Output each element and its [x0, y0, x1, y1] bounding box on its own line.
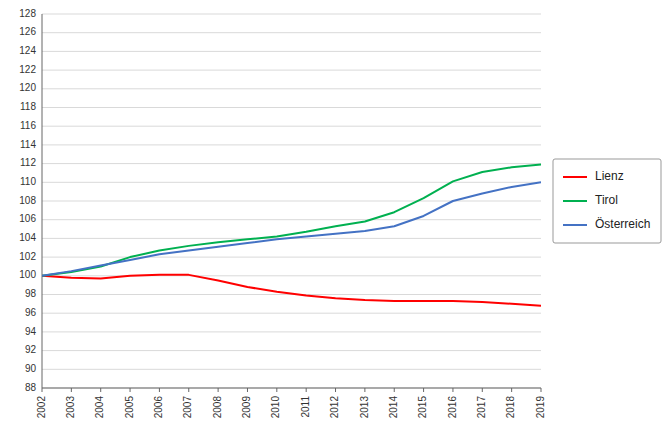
x-tick [511, 388, 512, 392]
x-tick-label: 2002 [36, 396, 47, 419]
x-tick [364, 388, 365, 392]
x-tick-label: 2005 [124, 396, 135, 419]
y-tick-label: 122 [19, 64, 36, 75]
x-tick [335, 388, 336, 392]
x-tick [42, 388, 43, 392]
x-tick [188, 388, 189, 392]
legend-swatch [563, 176, 587, 178]
x-tick-label: 2003 [65, 396, 76, 419]
x-tick-label: 2015 [417, 396, 428, 419]
x-tick [71, 388, 72, 392]
x-tick-label: 2007 [182, 396, 193, 419]
y-tick-label: 94 [25, 326, 37, 337]
x-tick-label: 2008 [212, 396, 223, 419]
grid-line [42, 70, 541, 71]
y-tick-label: 104 [19, 232, 36, 243]
grid-line [42, 313, 541, 314]
grid-line [42, 14, 541, 15]
y-tick-label: 108 [19, 195, 36, 206]
x-tick [276, 388, 277, 392]
grid-line [42, 88, 541, 89]
y-tick-label: 112 [20, 157, 36, 168]
grid-line [42, 388, 541, 389]
x-tick [247, 388, 248, 392]
x-tick [100, 388, 101, 392]
x-tick-label: 2010 [270, 396, 281, 419]
x-tick-label: 2004 [94, 396, 105, 419]
y-tick-label: 118 [20, 101, 36, 112]
series-line [42, 275, 541, 306]
y-tick-label: 96 [25, 307, 37, 318]
x-tick-label: 2018 [505, 396, 516, 419]
chart-container: 88 90 92 94 96 98 100 102 104 106 108 110 112 114 116 1… [0, 0, 669, 432]
y-tick-label: 124 [19, 45, 36, 56]
x-tick-label: 2016 [447, 396, 458, 419]
x-tick-label: 2019 [535, 396, 546, 419]
y-axis: 88 90 92 94 96 98 100 102 104 106 108 110 112 114 116 1… [19, 8, 36, 393]
grid-line [42, 32, 541, 33]
grid [42, 14, 541, 388]
y-tick-label: 128 [19, 8, 36, 19]
legend-label: Tirol [595, 193, 618, 207]
grid-line [42, 350, 541, 351]
y-tick-label: 102 [19, 251, 36, 262]
grid-line [42, 163, 541, 164]
x-tick-label: 2017 [476, 396, 487, 419]
chart-svg: 88 90 92 94 96 98 100 102 104 106 108 110 112 114 116 1… [0, 0, 669, 432]
grid-line [42, 219, 541, 220]
x-tick-label: 2009 [241, 396, 252, 419]
x-tick [218, 388, 219, 392]
legend-box [553, 159, 661, 243]
y-tick-label: 90 [25, 363, 37, 374]
series-lines [42, 165, 541, 306]
x-tick [159, 388, 160, 392]
x-tick [541, 388, 542, 392]
series-line [42, 182, 541, 275]
x-tick-label: 2006 [153, 396, 164, 419]
grid-line [42, 182, 541, 183]
x-tick [306, 388, 307, 392]
y-tick-label: 92 [25, 344, 37, 355]
y-tick-label: 100 [19, 269, 36, 280]
series-line [42, 165, 541, 276]
legend: Lienz Tirol Österreich [553, 159, 661, 243]
grid-line [42, 257, 541, 258]
x-axis-line [42, 388, 541, 389]
x-tick-label: 2012 [329, 396, 340, 419]
x-tick [394, 388, 395, 392]
x-tick [452, 388, 453, 392]
y-tick-label: 106 [19, 213, 36, 224]
legend-swatch [563, 224, 587, 226]
y-axis-line [42, 14, 43, 388]
y-tick-label: 116 [20, 120, 36, 131]
y-tick-label: 98 [25, 288, 37, 299]
y-tick-label: 110 [20, 176, 36, 187]
grid-line [42, 201, 541, 202]
x-tick [482, 388, 483, 392]
legend-swatch [563, 200, 587, 202]
grid-line [42, 51, 541, 52]
grid-line [42, 126, 541, 127]
grid-line [42, 107, 541, 108]
y-tick-label: 88 [25, 382, 37, 393]
y-tick-label: 126 [19, 26, 36, 37]
y-tick-label: 114 [20, 139, 36, 150]
x-tick-label: 2011 [300, 396, 311, 418]
x-tick-label: 2014 [388, 396, 399, 419]
x-tick [423, 388, 424, 392]
legend-label: Österreich [595, 217, 650, 231]
grid-line [42, 369, 541, 370]
x-axis: 2002 2003 2004 2005 2006 2007 2008 2009 2010 2011… [36, 388, 546, 418]
x-tick-label: 2013 [359, 396, 370, 419]
grid-line [42, 144, 541, 145]
x-tick [130, 388, 131, 392]
grid-line [42, 331, 541, 332]
y-tick-label: 120 [19, 82, 36, 93]
legend-label: Lienz [595, 169, 624, 183]
